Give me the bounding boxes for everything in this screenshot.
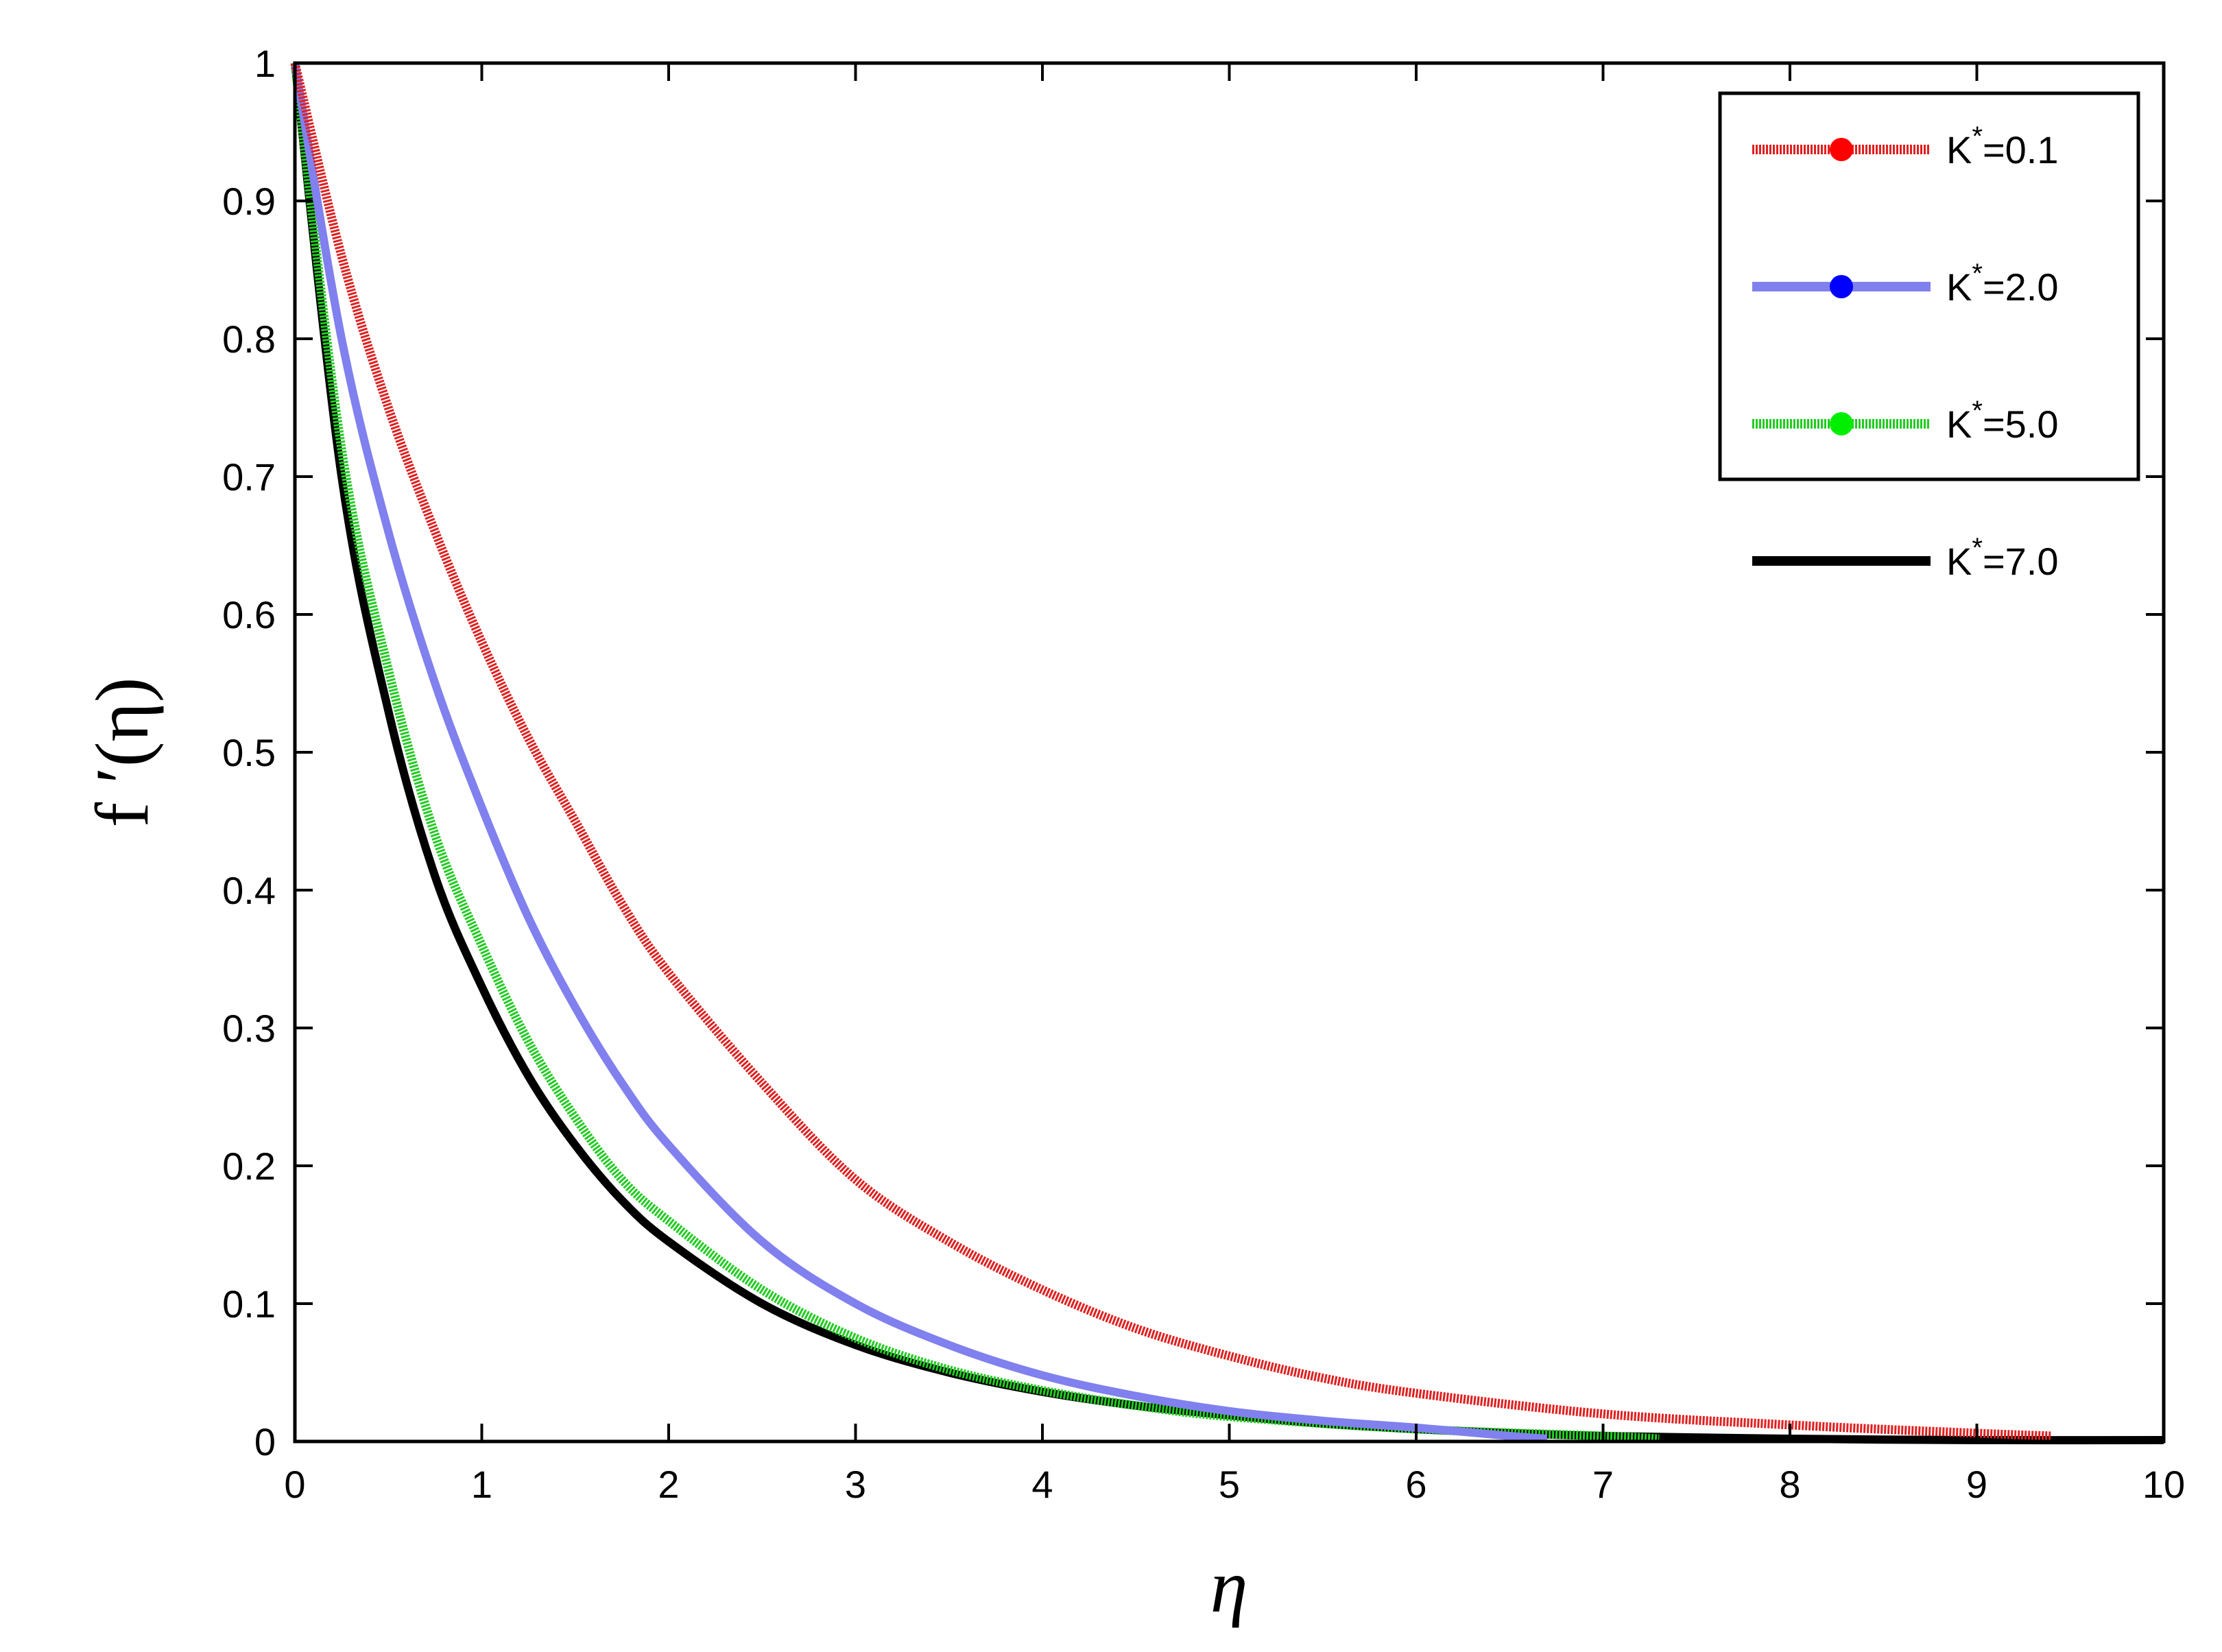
legend-marker xyxy=(1830,275,1853,298)
legend-marker xyxy=(1830,138,1853,161)
legend-label-base: K xyxy=(1946,540,1972,583)
y-tick-label: 0.5 xyxy=(222,731,276,774)
legend-label: K*=0.1 xyxy=(1946,121,2059,171)
y-axis-title: f ′(η) xyxy=(80,678,164,828)
series-line xyxy=(291,62,1548,1443)
legend-label-sup: * xyxy=(1972,259,1983,289)
legend-label-value: =5.0 xyxy=(1983,403,2059,446)
y-tick-label: 0.7 xyxy=(222,455,276,499)
x-tick-label: 5 xyxy=(1219,1463,1240,1506)
y-tick-label: 0.6 xyxy=(222,593,276,636)
legend-label-value: =7.0 xyxy=(1983,540,2059,583)
series-layer xyxy=(290,62,2164,1445)
x-tick-label: 7 xyxy=(1592,1463,1614,1506)
x-tick-label: 0 xyxy=(284,1463,305,1506)
y-tick-label: 0.8 xyxy=(222,318,276,361)
legend-label-sup: * xyxy=(1972,121,1983,152)
x-tick-label: 1 xyxy=(471,1463,492,1506)
ticks-layer: 0 1 2 3 4 5 6 7 8 9 10 0 0.1 0.2 0.3 0.4 0.5 0.6 0.7 0.8 0.9… xyxy=(222,42,2185,1506)
legend-label: K*=2.0 xyxy=(1946,259,2059,309)
y-tick-label: 0.3 xyxy=(222,1007,276,1050)
legend-label-value: =2.0 xyxy=(1983,265,2059,309)
y-tick-label: 0.4 xyxy=(222,869,276,912)
x-tick-label: 2 xyxy=(658,1463,679,1506)
x-tick-label: 10 xyxy=(2142,1463,2185,1506)
x-tick-label: 4 xyxy=(1031,1463,1053,1506)
y-tick-label: 0.9 xyxy=(222,180,276,223)
x-tick-label: 3 xyxy=(845,1463,866,1506)
legend-label-value: =0.1 xyxy=(1983,128,2059,171)
legend: K*=0.1K*=2.0K*=5.0K*=7.0 xyxy=(1718,91,2140,583)
y-tick-label: 1 xyxy=(254,42,276,85)
legend-label-base: K xyxy=(1946,403,1972,446)
legend-label: K*=7.0 xyxy=(1946,533,2059,583)
x-tick-label: 8 xyxy=(1779,1463,1800,1506)
legend-label: K*=5.0 xyxy=(1946,396,2059,446)
y-tick-label: 0.1 xyxy=(222,1282,276,1326)
x-axis-title: η xyxy=(1210,1544,1248,1628)
legend-label-base: K xyxy=(1946,265,1972,309)
legend-label-sup: * xyxy=(1972,396,1983,426)
legend-marker xyxy=(1830,412,1853,435)
y-tick-label: 0.2 xyxy=(222,1145,276,1188)
legend-label-sup: * xyxy=(1972,533,1983,563)
legend-label-base: K xyxy=(1946,128,1972,171)
y-tick-label: 0 xyxy=(254,1420,276,1463)
series-line xyxy=(290,62,1660,1444)
x-tick-label: 6 xyxy=(1405,1463,1426,1506)
x-tick-label: 9 xyxy=(1966,1463,1987,1506)
